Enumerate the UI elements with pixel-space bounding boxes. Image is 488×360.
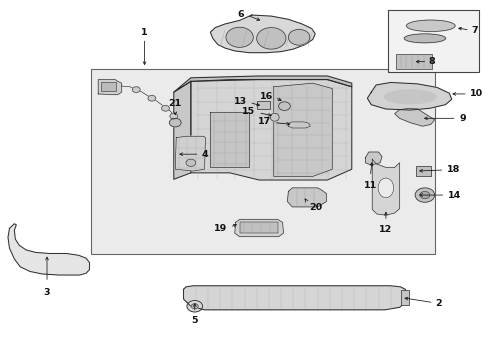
Text: 9: 9 <box>458 114 465 123</box>
Text: 15: 15 <box>242 107 255 116</box>
Polygon shape <box>8 224 89 275</box>
Text: 10: 10 <box>469 89 482 98</box>
Text: 8: 8 <box>428 57 435 66</box>
Polygon shape <box>394 108 434 126</box>
Polygon shape <box>273 83 331 176</box>
Circle shape <box>191 304 198 309</box>
Polygon shape <box>175 136 205 171</box>
Text: 11: 11 <box>363 181 376 190</box>
Text: 5: 5 <box>191 316 198 325</box>
Polygon shape <box>190 80 351 180</box>
Bar <box>387 10 478 72</box>
Ellipse shape <box>270 113 279 121</box>
Polygon shape <box>210 112 249 167</box>
Text: 14: 14 <box>447 190 461 199</box>
Polygon shape <box>287 188 326 207</box>
Polygon shape <box>173 81 190 179</box>
Text: 16: 16 <box>259 92 272 101</box>
Text: 21: 21 <box>168 99 182 108</box>
Polygon shape <box>288 122 310 128</box>
Bar <box>101 82 116 91</box>
Text: 7: 7 <box>471 26 477 35</box>
Polygon shape <box>210 15 315 53</box>
Bar <box>395 54 431 69</box>
Text: 6: 6 <box>237 10 244 19</box>
Circle shape <box>169 113 177 119</box>
Bar <box>415 166 430 176</box>
Text: 12: 12 <box>379 225 392 234</box>
Text: 13: 13 <box>233 97 246 106</box>
Circle shape <box>256 28 285 49</box>
Bar <box>91 69 434 253</box>
Circle shape <box>169 118 181 127</box>
Polygon shape <box>371 159 399 215</box>
Ellipse shape <box>404 34 445 43</box>
Bar <box>256 101 270 109</box>
Polygon shape <box>183 286 406 310</box>
Text: 1: 1 <box>141 28 147 37</box>
Bar <box>400 291 408 305</box>
Circle shape <box>148 95 156 101</box>
Text: 17: 17 <box>258 117 271 126</box>
Circle shape <box>132 87 140 93</box>
Polygon shape <box>234 220 283 237</box>
Polygon shape <box>173 76 351 92</box>
Ellipse shape <box>406 20 454 32</box>
Text: 20: 20 <box>308 203 321 212</box>
Text: 4: 4 <box>201 150 208 159</box>
Bar <box>239 222 277 233</box>
Ellipse shape <box>384 90 435 104</box>
Circle shape <box>288 30 309 45</box>
Circle shape <box>161 105 169 111</box>
Circle shape <box>414 188 434 202</box>
Circle shape <box>186 301 202 312</box>
Circle shape <box>419 192 429 199</box>
Text: 18: 18 <box>447 166 460 175</box>
Circle shape <box>278 102 290 111</box>
Polygon shape <box>365 152 381 165</box>
Circle shape <box>225 27 253 47</box>
Polygon shape <box>98 80 122 95</box>
Text: 2: 2 <box>435 299 441 308</box>
Circle shape <box>185 159 195 166</box>
Ellipse shape <box>377 178 393 198</box>
Polygon shape <box>366 82 451 110</box>
Text: 3: 3 <box>44 288 50 297</box>
Text: 19: 19 <box>214 224 227 233</box>
